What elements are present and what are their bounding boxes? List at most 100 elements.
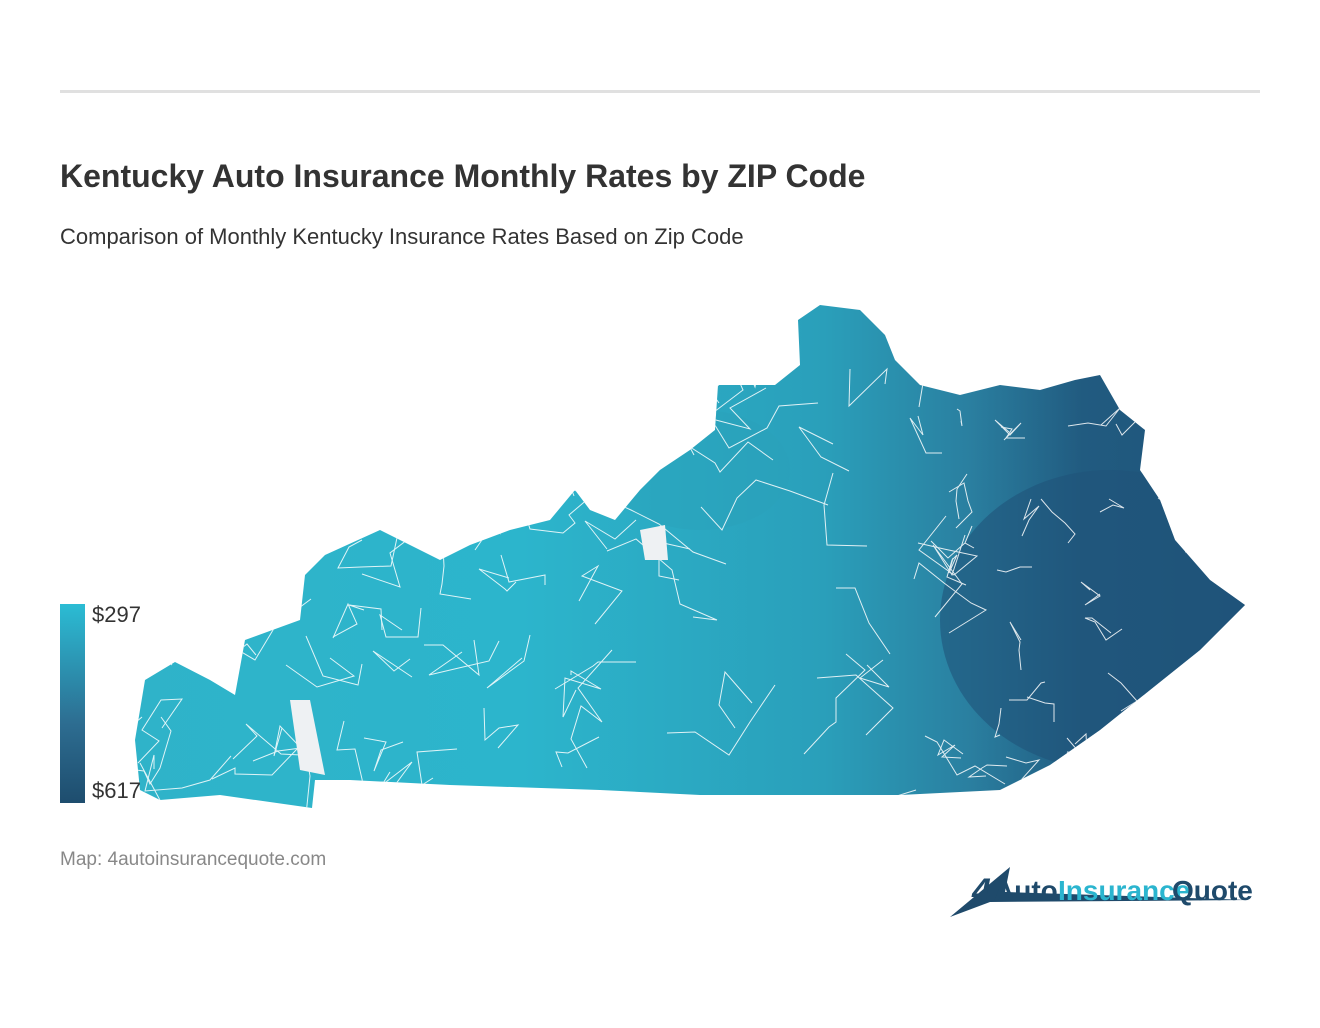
zip-boundary xyxy=(139,629,173,668)
zip-boundary xyxy=(159,329,201,392)
zip-boundary xyxy=(193,459,300,563)
zip-boundary xyxy=(1026,696,1055,722)
zip-boundary xyxy=(1190,322,1231,358)
zip-boundary xyxy=(381,461,414,520)
zip-boundary xyxy=(883,789,923,808)
zip-boundary xyxy=(232,723,302,760)
zip-boundary xyxy=(913,562,988,634)
zip-boundary xyxy=(470,411,520,460)
zip-boundary xyxy=(670,305,735,327)
zip-boundary xyxy=(881,305,938,355)
title: Kentucky Auto Insurance Monthly Rates by… xyxy=(60,158,866,194)
zip-boundary xyxy=(356,444,389,467)
zip-boundary xyxy=(1138,388,1166,406)
zip-boundary xyxy=(439,417,525,510)
zip-boundary xyxy=(348,604,383,631)
zip-boundary xyxy=(259,352,327,439)
zip-boundary xyxy=(144,754,232,792)
zip-boundary xyxy=(996,566,1032,573)
zip-boundary xyxy=(1184,543,1228,553)
zip-boundary xyxy=(332,602,358,639)
zip-boundary xyxy=(374,348,450,395)
state-shape xyxy=(135,305,1245,808)
zip-boundary xyxy=(994,707,1002,738)
zip-boundary xyxy=(201,310,241,352)
logo-mark: 4 xyxy=(971,872,991,910)
zip-boundary xyxy=(967,764,1008,778)
zip-boundary xyxy=(350,761,413,808)
zip-boundary xyxy=(150,310,204,385)
zip-boundary xyxy=(1107,672,1138,712)
zip-boundary xyxy=(478,568,517,592)
zip-boundary xyxy=(363,737,404,772)
zip-boundary xyxy=(1162,441,1198,474)
zip-boundary xyxy=(836,587,891,655)
zip-boundary xyxy=(936,739,964,759)
zip-boundary xyxy=(402,467,464,521)
zip-boundary xyxy=(621,364,720,404)
zip-boundary xyxy=(189,534,264,577)
zip-boundary xyxy=(1009,681,1046,701)
zip-boundary xyxy=(555,736,600,768)
zip-boundary xyxy=(232,508,274,559)
zip-boundary xyxy=(334,307,393,363)
zip-boundary xyxy=(1080,581,1101,606)
zip-boundary xyxy=(269,434,347,515)
zip-boundary xyxy=(1084,617,1123,641)
zip-boundary xyxy=(492,354,552,404)
zip-boundary xyxy=(994,419,1022,441)
zip-boundary xyxy=(439,547,472,600)
zip-boundary xyxy=(194,305,247,329)
zip-boundary xyxy=(1210,556,1226,576)
legend-bar xyxy=(60,604,85,803)
zip-boundary xyxy=(700,479,829,531)
zip-boundary xyxy=(168,381,207,407)
zip-boundary xyxy=(708,319,772,395)
zip-boundary xyxy=(342,446,377,454)
zip-boundary xyxy=(1021,498,1040,537)
zip-boundary xyxy=(318,326,375,349)
zip-boundary xyxy=(416,748,458,786)
zip-boundary xyxy=(590,359,665,433)
zip-boundary xyxy=(1000,426,1025,439)
zip-boundary xyxy=(399,305,437,366)
zip-boundary xyxy=(718,670,753,729)
logo-part: Quote xyxy=(1172,875,1253,906)
zip-boundary xyxy=(159,375,204,451)
zip-boundary xyxy=(1018,363,1041,391)
zip-boundary xyxy=(1067,407,1121,427)
zip-boundary xyxy=(848,367,888,408)
zip-boundary xyxy=(1138,781,1170,808)
zip-boundary xyxy=(379,607,422,638)
zip-boundary xyxy=(823,472,868,547)
zip-boundary xyxy=(486,362,527,447)
zip-boundary xyxy=(930,525,975,559)
zip-boundary xyxy=(1177,305,1198,325)
zip-boundary xyxy=(500,554,546,585)
zip-boundary xyxy=(236,452,282,519)
source: Map: 4autoinsurancequote.com xyxy=(60,849,327,870)
zip-boundary xyxy=(606,538,718,621)
zip-boundary xyxy=(562,670,602,718)
zip-boundary xyxy=(909,415,942,454)
zip-boundary xyxy=(816,674,894,736)
zip-boundary xyxy=(217,444,256,467)
top-rule xyxy=(60,90,1260,93)
logo-part: Auto xyxy=(994,875,1058,906)
zip-boundary xyxy=(257,316,310,398)
zip-boundary xyxy=(955,473,968,520)
zip-boundary xyxy=(584,519,637,550)
zip-boundary xyxy=(803,653,866,755)
zip-boundary xyxy=(1099,498,1125,513)
zip-boundary xyxy=(1040,498,1076,544)
zip-boundary xyxy=(337,532,399,569)
zip-boundary xyxy=(135,716,172,786)
zip-boundary xyxy=(858,659,890,688)
zip-boundary xyxy=(924,735,1006,785)
zip-boundary xyxy=(1226,523,1245,556)
zip-boundary xyxy=(570,649,613,769)
zip-boundary xyxy=(1009,621,1022,671)
zip-boundary xyxy=(1137,360,1163,393)
zip-boundary xyxy=(137,698,183,764)
